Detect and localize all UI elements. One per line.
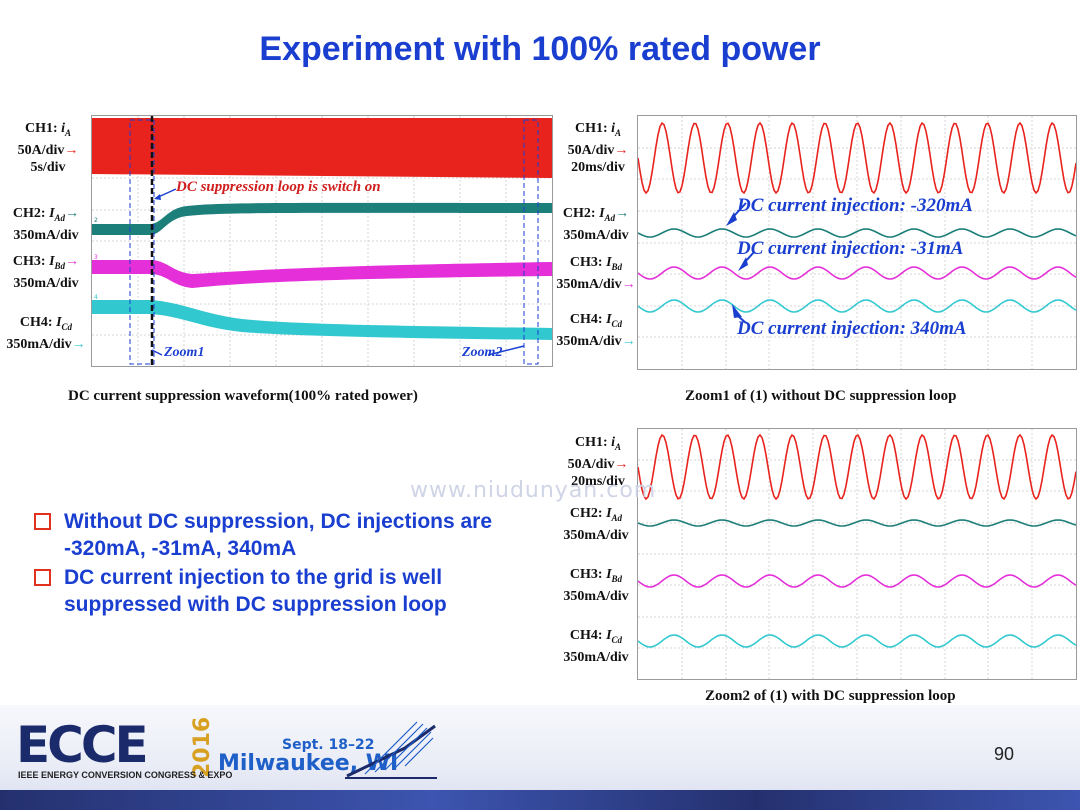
bullet-list: Without DC suppression, DC injections ar…: [32, 508, 552, 620]
bridge-logo-icon: [345, 721, 437, 779]
scope-3-svg: [638, 429, 1076, 679]
s3-ch4-label: CH4: ICd 350mA/div: [563, 628, 629, 665]
s2-ch2-trace: [638, 228, 1076, 238]
s3-ch1-trace: [638, 433, 1076, 501]
scope-2-caption: Zoom1 of (1) without DC suppression loop: [685, 388, 957, 404]
zoom1-label: Zoom1: [164, 345, 205, 360]
s1-ch4-label: CH4: ICd 350mA/div→: [6, 315, 86, 352]
s1-ch1-label: CH1: iA 50A/div→ 5s/div: [17, 121, 79, 175]
scope-1-svg: 1 2 3 4: [92, 116, 552, 366]
bullet-item: DC current injection to the grid is well…: [32, 564, 552, 618]
page-number: 90: [994, 744, 1015, 764]
svg-text:3: 3: [94, 254, 98, 261]
svg-text:1: 1: [94, 120, 98, 127]
s3-ch1-label: CH1: iA 50A/div→ 20ms/div: [567, 435, 629, 489]
ch3-trace: [92, 260, 552, 288]
s2-ch2-label: CH2: IAd→ 350mA/div: [562, 206, 630, 243]
conference-dates: Sept. 18–22: [282, 737, 375, 753]
logo-org: IEEE ENERGY CONVERSION CONGRESS & EXPO: [18, 770, 233, 780]
scope-3-caption: Zoom2 of (1) with DC suppression loop: [705, 688, 956, 704]
scope-1-plot: 1 2 3 4: [91, 115, 553, 367]
s1-ch2-label: CH2: IAd→ 350mA/div: [12, 206, 80, 243]
scope-3-plot: [637, 428, 1077, 680]
bullet-item: Without DC suppression, DC injections ar…: [32, 508, 552, 562]
s2-ch4-label: CH4: ICd 350mA/div→: [556, 312, 636, 349]
s3-ch3-label: CH3: IBd 350mA/div: [563, 567, 629, 604]
ch2-trace: [92, 202, 552, 235]
zoom1-box: [129, 119, 155, 365]
svg-text:2: 2: [94, 217, 98, 224]
s2-ch3-label: CH3: IBd 350mA/div→: [556, 255, 636, 292]
s2-ch3-trace: [638, 266, 1076, 280]
dc-injection-annotation-3: DC current injection: 340mA: [737, 318, 967, 339]
scope-2-svg: [638, 116, 1076, 369]
switch-on-annotation: DC suppression loop is switch on: [176, 179, 381, 195]
dc-injection-annotation-1: DC current injection: -320mA: [737, 195, 973, 216]
s3-ch2-label: CH2: IAd 350mA/div: [563, 506, 629, 543]
slide-title: Experiment with 100% rated power: [259, 30, 821, 68]
dc-injection-annotation-2: DC current injection: -31mA: [737, 238, 964, 259]
scope-1-caption: DC current suppression waveform(100% rat…: [68, 388, 418, 404]
svg-text:4: 4: [94, 294, 98, 301]
s3-ch4-trace: [638, 634, 1076, 648]
s3-ch3-trace: [638, 574, 1076, 588]
footer-stripe: [0, 790, 1080, 810]
s2-ch1-trace: [638, 121, 1076, 195]
bullet-box-icon: [34, 569, 51, 586]
ch4-trace: [92, 300, 552, 340]
scope-2-plot: [637, 115, 1077, 370]
s2-ch4-trace: [638, 299, 1076, 313]
s2-ch1-label: CH1: iA 50A/div→ 20ms/div: [567, 121, 629, 175]
zoom2-label: Zoom2: [462, 345, 503, 360]
watermark-text: www.niudunyan.com: [410, 478, 657, 503]
s1-ch3-label: CH3: IBd→ 350mA/div: [12, 254, 80, 291]
bullet-box-icon: [34, 513, 51, 530]
ch1-trace: [92, 118, 552, 178]
ecce-logo: ECCE: [16, 716, 149, 774]
logo-year: 2016: [190, 716, 215, 778]
conference-location: Milwaukee, WI: [218, 751, 399, 776]
s3-ch2-trace: [638, 519, 1076, 527]
zoom2-box: [523, 119, 539, 365]
